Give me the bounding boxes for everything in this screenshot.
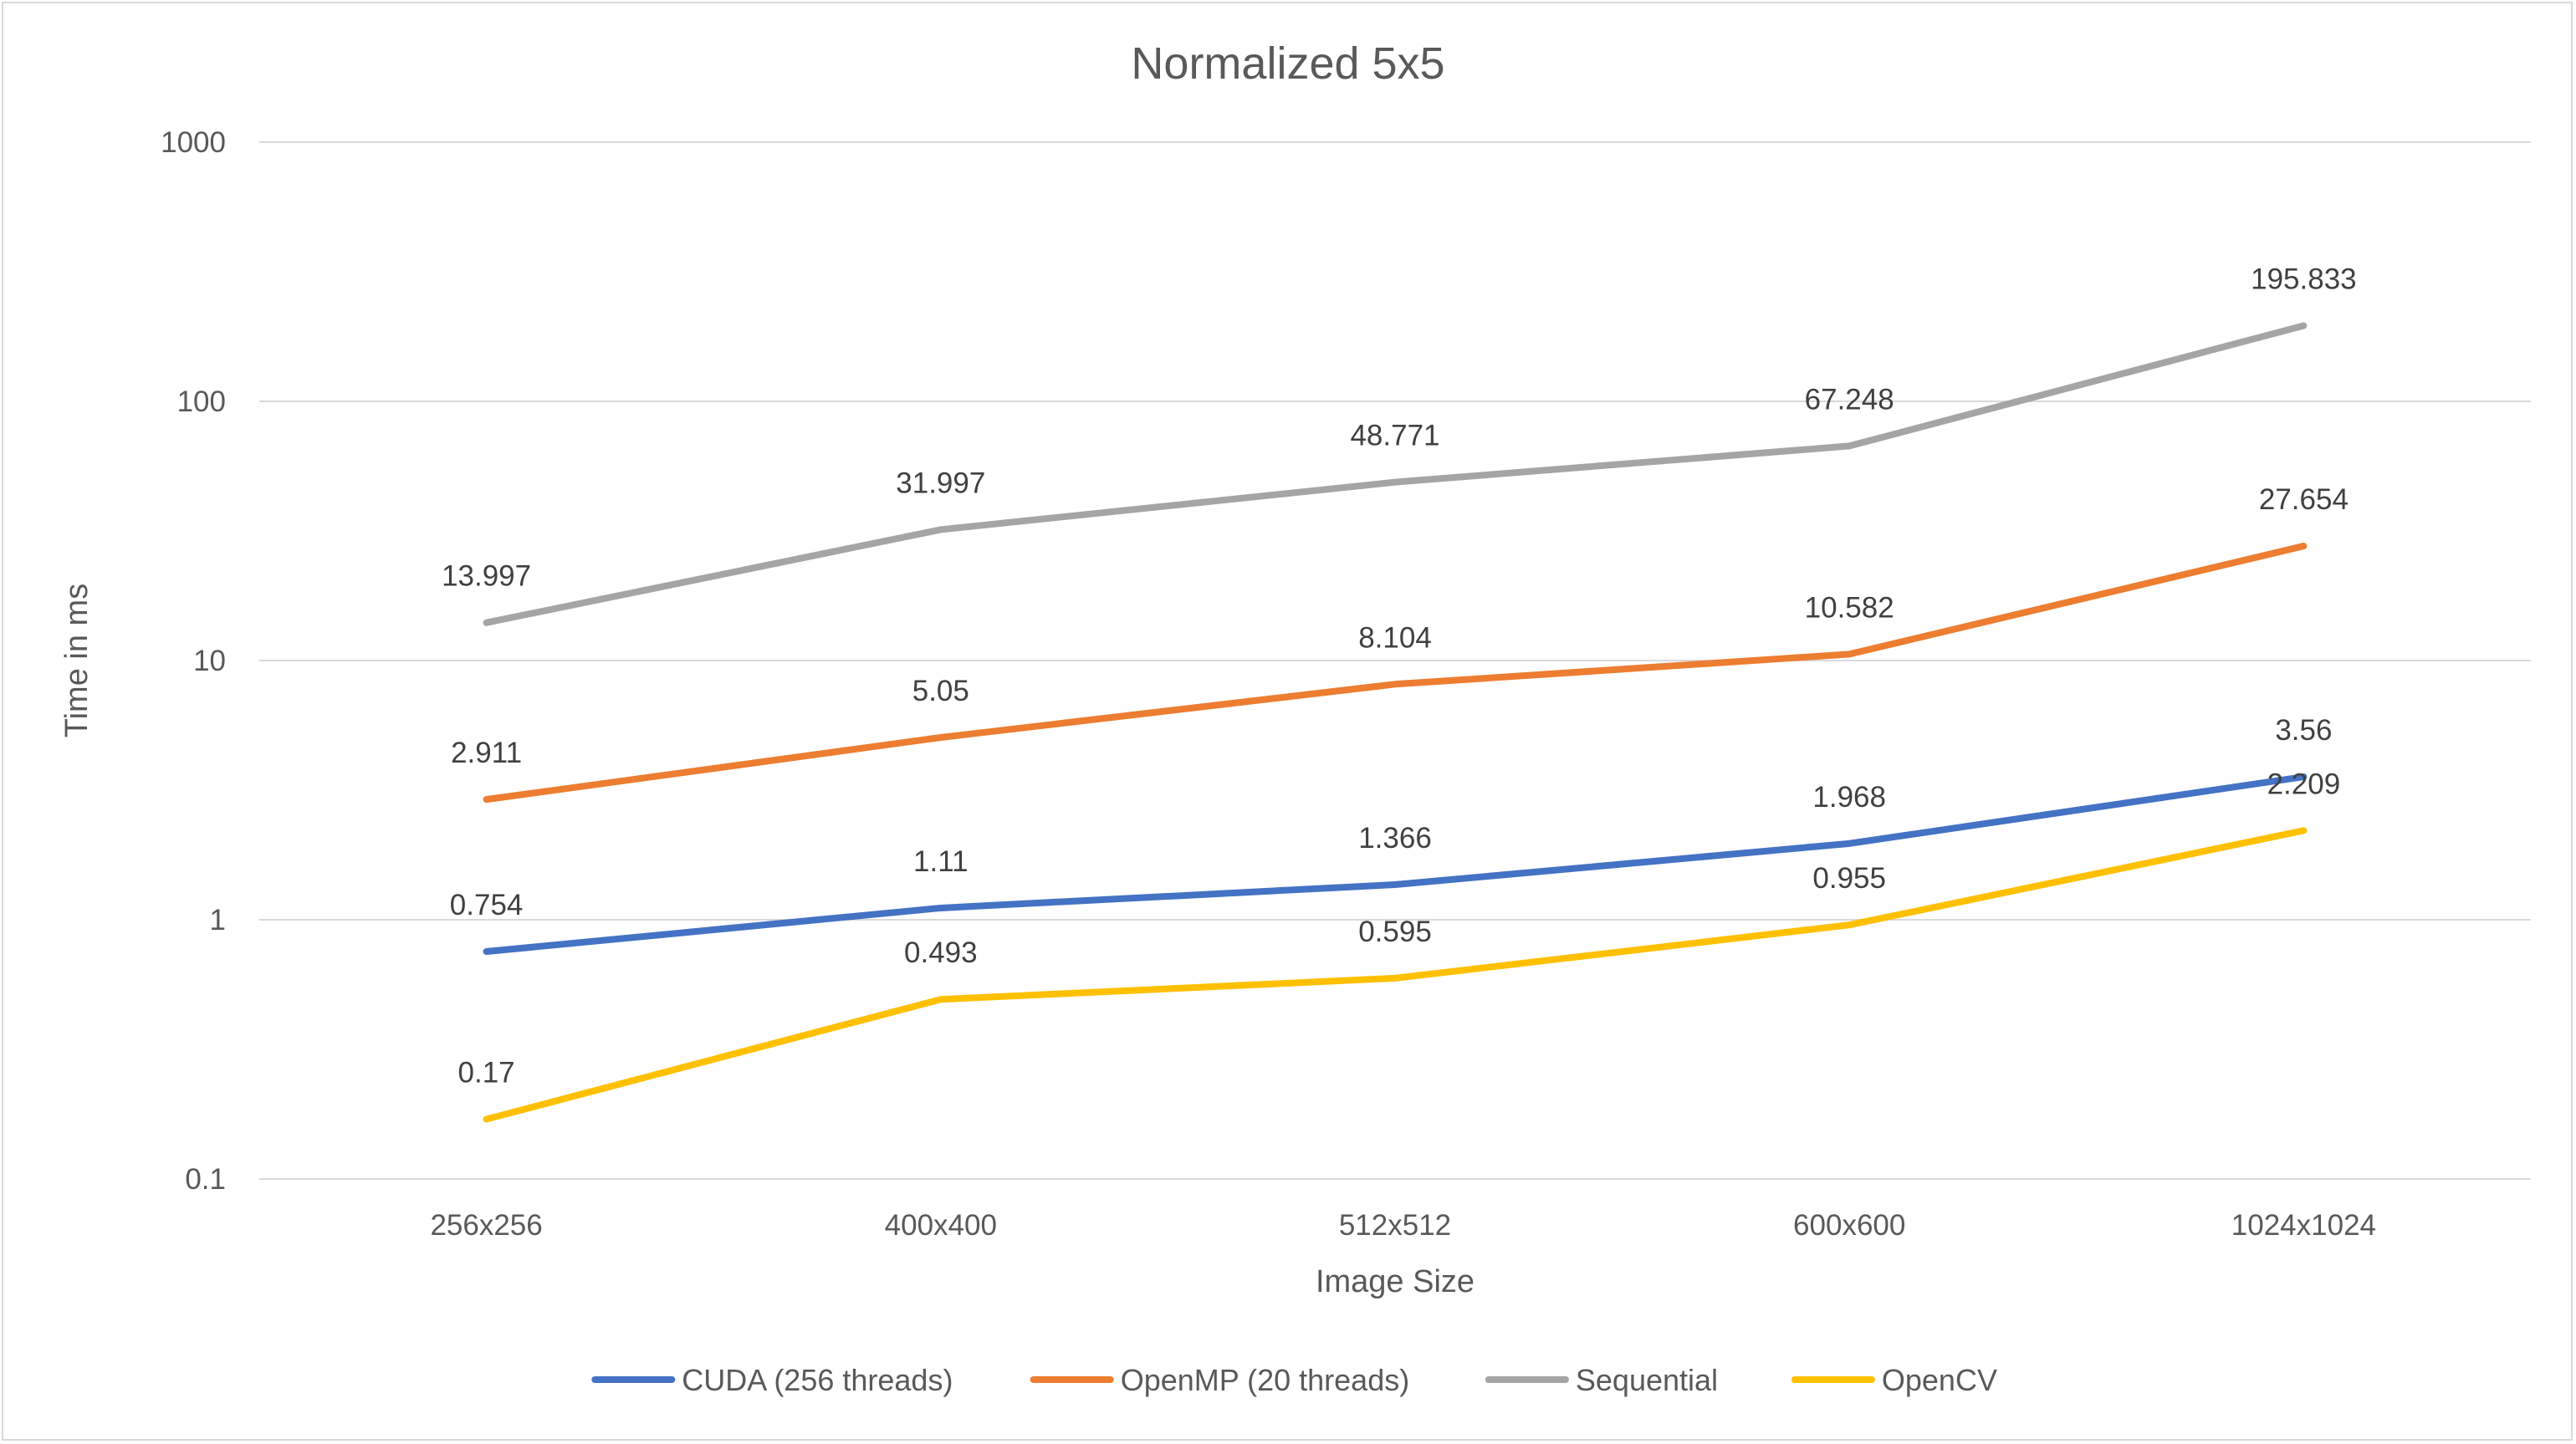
data-label: 0.595 [1358,916,1432,948]
data-label: 10.582 [1805,591,1894,624]
legend-label: OpenCV [1882,1363,1997,1397]
y-axis-title: Time in ms [59,584,95,737]
gridlines [259,141,2531,1180]
x-axis-ticks: 256x256 400x400 512x512 600x600 1024x1024 [430,1209,2376,1242]
data-label: 195.833 [2251,263,2357,296]
x-tick-label: 512x512 [1339,1209,1451,1242]
series-line [483,322,2308,626]
y-axis-ticks: 0.1 1 10 100 1000 [161,126,226,1196]
data-label: 27.654 [2259,483,2349,516]
x-tick-label: 256x256 [430,1209,542,1242]
data-label: 2.209 [2267,768,2341,800]
data-label: 13.997 [442,560,531,593]
legend: CUDA (256 threads) OpenMP (20 threads) Seq… [591,1363,1997,1397]
legend-label: CUDA (256 threads) [682,1363,953,1397]
y-tick-label: 100 [177,385,226,418]
x-tick-label: 1024x1024 [2231,1209,2376,1242]
data-label: 0.955 [1812,862,1886,895]
chart-title: Normalized 5x5 [1131,38,1444,89]
data-label: 1.11 [913,845,969,878]
x-axis-title: Image Size [1316,1264,1475,1299]
data-label: 67.248 [1805,383,1894,416]
data-label: 3.56 [2275,714,2332,747]
data-label: 31.997 [896,467,985,499]
series-lines [483,322,2308,1123]
data-label: 1.366 [1358,822,1432,855]
legend-label: OpenMP (20 threads) [1121,1363,1410,1397]
y-tick-label: 1 [210,904,226,936]
data-label: 5.05 [912,675,969,707]
series-line [483,543,2308,804]
data-label: 1.968 [1812,781,1886,814]
y-tick-label: 10 [193,645,226,677]
data-label: 0.17 [458,1057,515,1089]
data-label: 48.771 [1350,420,1439,452]
data-label: 0.493 [904,936,978,969]
data-label: 2.911 [451,737,522,769]
y-tick-label: 1000 [161,126,226,159]
data-labels: 0.754 1.11 1.366 1.968 3.56 2.911 5.05 8.104 10.… [442,263,2357,1089]
x-tick-label: 400x400 [885,1209,997,1242]
series-line [483,773,2308,956]
y-tick-label: 0.1 [185,1163,226,1196]
x-tick-label: 600x600 [1793,1209,1905,1242]
data-label: 0.754 [450,889,524,921]
legend-label: Sequential [1576,1363,1718,1397]
data-label: 8.104 [1358,621,1432,654]
series-line [483,827,2308,1123]
